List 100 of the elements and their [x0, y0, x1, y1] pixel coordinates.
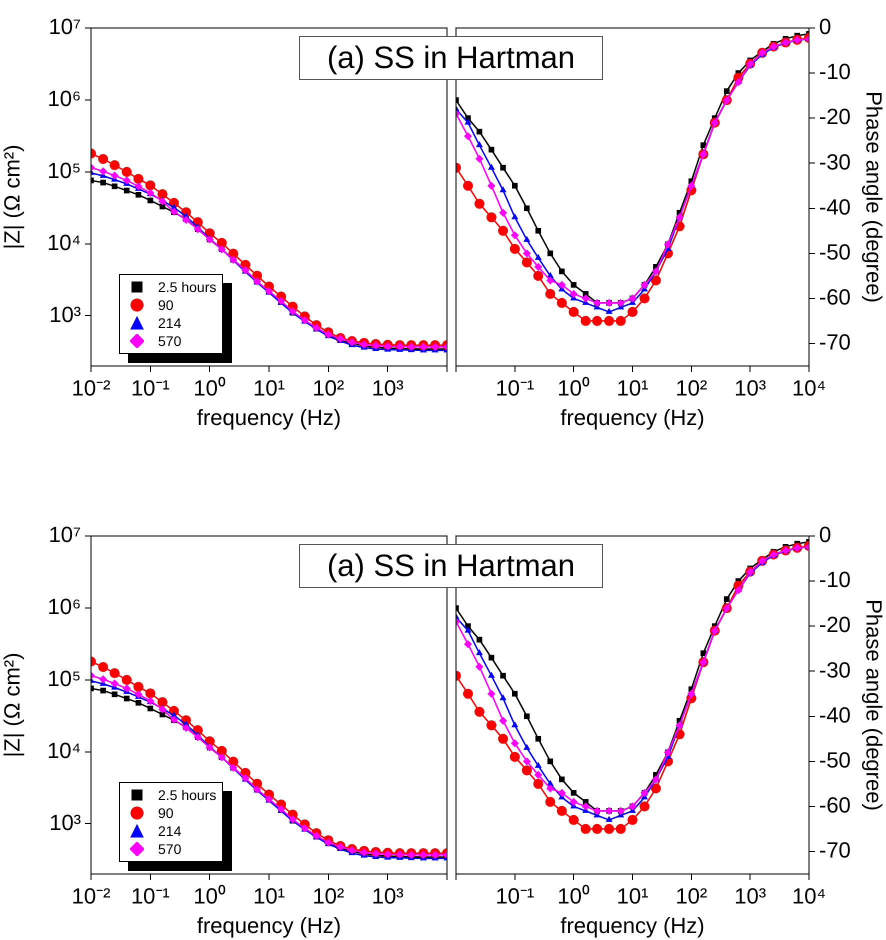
point: [488, 164, 495, 170]
point: [546, 276, 554, 284]
point: [157, 697, 168, 708]
point: [640, 801, 650, 812]
point: [616, 824, 626, 834]
point: [360, 848, 368, 856]
x-tick-label: 10⁰: [193, 375, 226, 400]
point: [148, 706, 154, 712]
point: [523, 236, 530, 242]
legend-label: 90: [158, 297, 174, 313]
y2-tick-label: -50: [819, 239, 851, 264]
point: [122, 674, 132, 685]
point: [533, 778, 544, 789]
point: [110, 172, 119, 180]
y2-tick-label: -70: [819, 838, 851, 863]
x-axis-title: frequency (Hz): [560, 912, 705, 938]
point: [523, 744, 530, 750]
point: [522, 249, 531, 258]
y-tick-label: 10³: [49, 302, 81, 327]
point: [124, 188, 130, 194]
x-axis-title: frequency (Hz): [196, 404, 342, 430]
x-tick-label: 10¹: [253, 883, 285, 908]
y2-tick-label: -20: [819, 612, 851, 638]
point: [486, 212, 496, 222]
point: [463, 688, 474, 699]
point: [582, 294, 590, 302]
x-axis-title: frequency (Hz): [196, 912, 342, 938]
y2-tick-label: -60: [819, 792, 851, 818]
point: [475, 154, 484, 163]
y-tick-label: 10⁷: [48, 14, 82, 40]
point: [464, 626, 472, 633]
point: [499, 208, 508, 217]
point: [112, 183, 118, 190]
y2-axis-title: Phase angle (degree): [862, 599, 886, 811]
point: [498, 734, 508, 744]
y-tick-label: 10⁶: [47, 86, 81, 111]
point: [158, 705, 166, 714]
legend-label: 570: [158, 333, 182, 349]
legend-label: 90: [158, 805, 174, 821]
point: [650, 783, 661, 794]
y-tick-label: 10⁷: [48, 522, 82, 548]
x-tick-label: 10⁻²: [72, 883, 110, 908]
point: [640, 293, 650, 304]
chart-title: (a) SS in Hartman: [299, 544, 603, 588]
point: [511, 721, 518, 728]
point: [488, 672, 495, 678]
point: [570, 790, 576, 796]
point: [476, 128, 482, 134]
point: [545, 288, 556, 299]
point: [558, 788, 566, 797]
legend-label: 2.5 hours: [158, 787, 216, 803]
point: [98, 662, 108, 672]
point: [148, 198, 154, 204]
point: [487, 182, 496, 190]
y2-tick-label: -70: [819, 330, 851, 355]
point: [524, 713, 530, 720]
point: [628, 306, 638, 317]
point: [606, 816, 613, 822]
point: [558, 280, 566, 289]
x-tick-label: 10¹: [253, 375, 285, 400]
point: [534, 762, 542, 768]
point: [431, 342, 440, 351]
point: [475, 662, 484, 671]
point: [533, 270, 544, 281]
y2-tick-label: -30: [819, 657, 851, 682]
point: [500, 672, 506, 679]
point: [570, 282, 576, 288]
y-axis-title: |Z| (Ω cm²): [0, 144, 24, 250]
point: [110, 668, 120, 678]
point: [110, 160, 120, 170]
y2-tick-label: -40: [819, 702, 851, 728]
y-tick-label: 10⁵: [47, 158, 81, 183]
point: [476, 141, 483, 148]
point: [157, 189, 168, 200]
point: [545, 796, 556, 807]
point: [510, 231, 519, 240]
point: [384, 850, 392, 858]
point: [535, 228, 542, 234]
x-tick-label: 10³: [372, 375, 404, 400]
y2-tick-label: 0: [819, 522, 832, 548]
point: [487, 690, 496, 698]
point: [522, 757, 531, 766]
x-tick-label: 10⁻¹: [130, 375, 170, 400]
point: [534, 254, 542, 260]
point: [724, 596, 730, 602]
point: [546, 784, 554, 792]
point: [556, 298, 567, 308]
legend-label: 570: [158, 841, 182, 857]
legend-label: 214: [158, 823, 182, 839]
x-tick-label: 10³: [734, 375, 766, 400]
point: [524, 205, 530, 212]
point: [419, 342, 428, 351]
point: [407, 342, 416, 351]
x-tick-label: 10⁻¹: [495, 375, 534, 400]
point: [122, 176, 131, 184]
y-tick-label: 10³: [49, 810, 81, 835]
point: [724, 88, 730, 94]
y2-tick-label: 0: [819, 14, 832, 40]
x-tick-label: 10¹: [616, 375, 648, 400]
point: [510, 739, 519, 748]
